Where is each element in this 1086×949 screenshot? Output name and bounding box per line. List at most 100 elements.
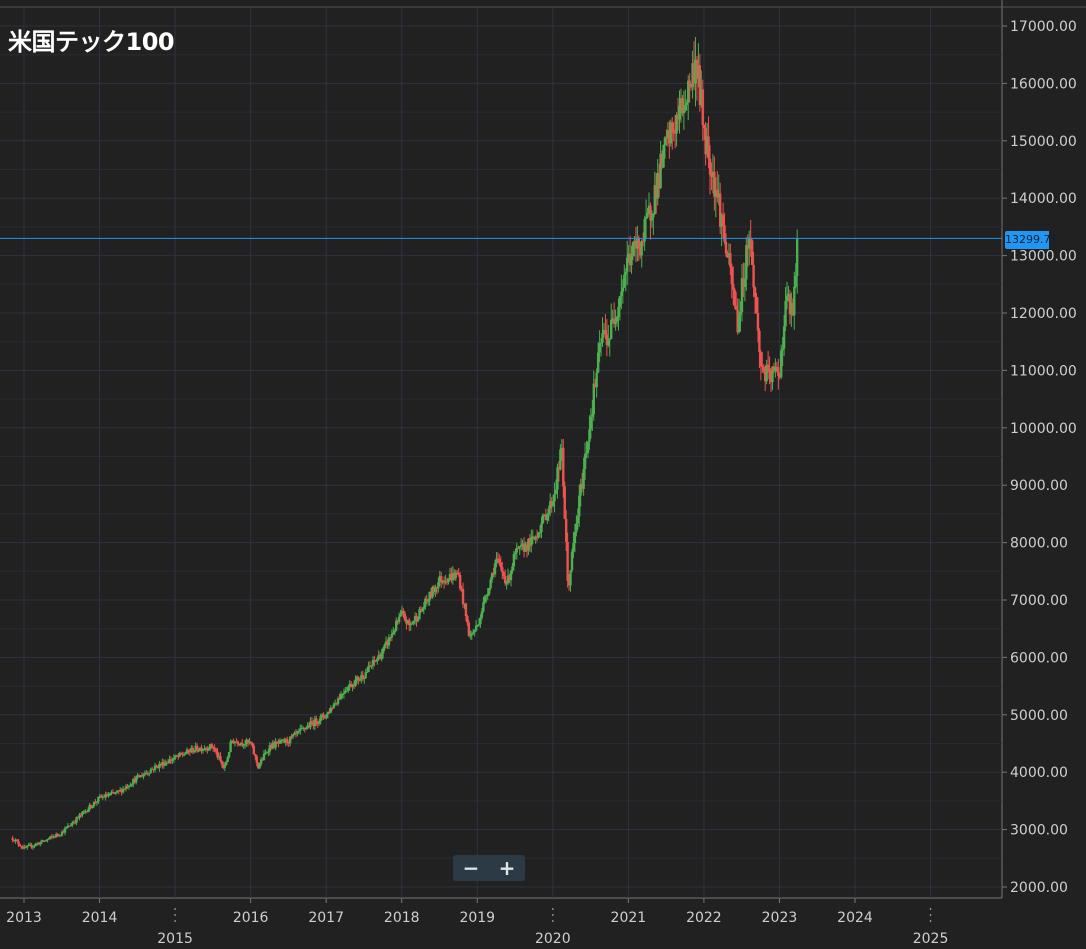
x-tick-label: 2014 — [82, 910, 118, 926]
candle-body — [213, 747, 216, 750]
candle-body — [764, 371, 767, 382]
candle-body — [530, 537, 533, 546]
candle-body — [716, 189, 719, 198]
candle-body — [435, 587, 439, 589]
candle-body — [342, 692, 346, 694]
candle-body — [133, 779, 136, 783]
candle-body — [400, 610, 404, 615]
candle-body — [424, 598, 427, 608]
candle-body — [440, 576, 443, 583]
x-tick-label: 2018 — [384, 910, 420, 926]
candle-body — [644, 217, 648, 220]
zoom-controls: − + — [453, 855, 525, 881]
candle-body — [399, 614, 402, 617]
candle-body — [499, 562, 503, 568]
candle-body — [756, 313, 760, 331]
candle-body — [381, 648, 385, 654]
candle-body — [640, 240, 643, 256]
x-tick-label: 2017 — [308, 910, 344, 926]
y-tick-label: 7000.00 — [1010, 593, 1068, 609]
candle-body — [155, 765, 158, 767]
x-tick-label: 2021 — [611, 910, 647, 926]
candle-body — [428, 591, 431, 601]
candle-body — [615, 317, 619, 322]
candle-body — [718, 193, 722, 227]
candle-body — [461, 588, 465, 605]
y-tick-label: 9000.00 — [1010, 478, 1068, 494]
candle-body — [175, 755, 179, 757]
candle-body — [225, 761, 228, 765]
candle-body — [583, 454, 587, 470]
candle-body — [540, 523, 543, 532]
candle-body — [392, 632, 395, 634]
candle-body — [233, 741, 237, 744]
candle-body — [242, 744, 245, 746]
candle-body — [145, 772, 148, 774]
candle-body — [412, 620, 415, 624]
candle-body — [402, 610, 405, 614]
candle-body — [634, 240, 638, 249]
candle-body — [778, 375, 781, 378]
candle-body — [178, 752, 181, 757]
candle-body — [150, 769, 154, 771]
x-tick-label: 2024 — [837, 910, 873, 926]
candle-body — [203, 749, 206, 751]
candle-body — [466, 616, 469, 623]
candle-body — [553, 493, 556, 502]
candle-body — [27, 845, 30, 847]
candle-body — [310, 721, 314, 723]
candle-body — [159, 763, 163, 765]
candle-body — [617, 306, 620, 318]
candle-body — [302, 727, 305, 729]
candle-body — [425, 598, 428, 602]
candle-body — [126, 786, 129, 788]
candle-body — [697, 65, 700, 79]
candle-body — [727, 253, 731, 258]
candle-body — [303, 727, 306, 729]
candle-body — [36, 843, 39, 845]
candle-body — [750, 240, 754, 266]
candle-body — [614, 321, 617, 324]
candle-body — [169, 759, 173, 761]
candle-body — [341, 693, 344, 695]
candle-body — [653, 185, 657, 214]
candle-body — [612, 318, 616, 324]
candle-body — [275, 741, 279, 743]
candle-body — [333, 703, 337, 705]
zoom-out-button[interactable]: − — [462, 856, 480, 880]
candle-body — [566, 541, 569, 581]
candle-body — [460, 588, 463, 590]
zoom-in-button[interactable]: + — [498, 856, 516, 880]
candle-body — [592, 383, 595, 415]
candle-body — [204, 748, 208, 750]
candle-body — [195, 745, 199, 751]
candle-body — [678, 105, 681, 120]
candle-body — [49, 836, 52, 839]
candle-body — [422, 607, 426, 609]
candle-body — [479, 617, 482, 625]
candle-body — [329, 707, 333, 713]
candle-body — [472, 632, 475, 634]
candle-body — [197, 750, 200, 752]
candle-body — [676, 114, 680, 120]
candle-body — [104, 794, 107, 798]
x-tick-label: 2023 — [762, 910, 798, 926]
candle-body — [288, 736, 292, 744]
candle-body — [174, 755, 177, 759]
last-price-badge: 13299.75 — [1005, 231, 1058, 249]
candle-body — [637, 237, 641, 248]
candle-body — [421, 608, 424, 612]
candle-body — [270, 745, 273, 749]
candle-body — [214, 749, 218, 752]
candle-body — [201, 749, 205, 752]
candle-body — [534, 536, 537, 540]
candle-body — [480, 611, 484, 618]
candle-body — [299, 728, 302, 731]
candle-body — [665, 137, 668, 139]
candle-body — [323, 717, 327, 719]
candle-body — [164, 762, 167, 766]
candle-body — [641, 240, 645, 242]
candle-body — [367, 665, 370, 672]
